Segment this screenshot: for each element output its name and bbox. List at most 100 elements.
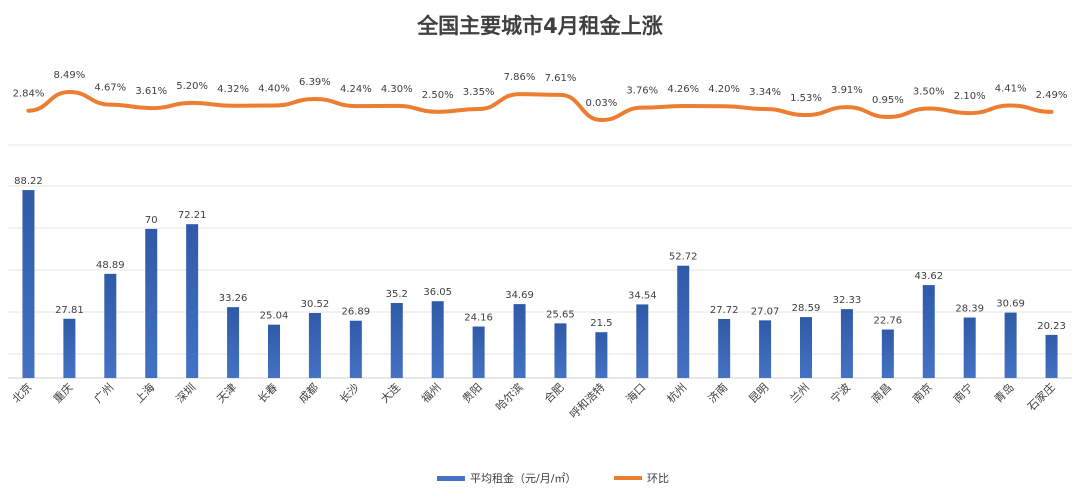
line-label-长春: 4.40%: [258, 84, 290, 95]
category-label-天津: 天津: [214, 381, 239, 406]
line-label-上海: 3.61%: [135, 86, 167, 97]
category-label-深圳: 深圳: [174, 381, 199, 406]
bar-label-大连: 35.2: [386, 289, 408, 300]
bar-label-南昌: 22.76: [874, 316, 903, 327]
bar-series: [22, 190, 1058, 378]
bar-label-济南: 27.72: [710, 305, 739, 316]
line-label-昆明: 3.34%: [749, 87, 781, 98]
legend-swatch-line: [614, 476, 642, 480]
line-label-青岛: 4.41%: [995, 84, 1027, 95]
legend-label-bar: 平均租金（元/月/㎡）: [470, 471, 576, 485]
category-axis-labels: 北京 重庆 广州 上海 深圳 天津 长春 成都 长沙 大连 福州 贵阳 哈尔滨 合肥 呼和浩特 海口 杭州 济南昆…: [9, 380, 1058, 421]
bar-label-福州: 36.05: [423, 287, 452, 298]
category-label-上海: 上海: [132, 380, 157, 405]
bar-label-杭州: 52.72: [669, 252, 698, 263]
bar-label-昆明: 27.07: [751, 306, 780, 317]
bar-label-哈尔滨: 34.69: [505, 290, 534, 301]
line-label-成都: 6.39%: [299, 77, 331, 88]
bar-深圳: [186, 224, 199, 378]
bar-天津: [227, 307, 240, 378]
bar-昆明: [759, 320, 772, 378]
bar-label-呼和浩特: 21.5: [590, 318, 612, 329]
line-label-南京: 3.50%: [913, 87, 945, 98]
bar-成都: [308, 312, 321, 378]
category-label-南宁: 南宁: [950, 380, 975, 405]
bar-label-海口: 34.54: [628, 290, 657, 301]
bar-label-深圳: 72.21: [178, 210, 207, 221]
line-label-广州: 4.67%: [94, 83, 126, 94]
category-label-长春: 长春: [255, 381, 280, 406]
line-label-贵阳: 3.35%: [463, 87, 495, 98]
line-path-huanbi: [26, 89, 1054, 123]
bar-label-北京: 88.22: [14, 176, 43, 187]
category-label-大连: 大连: [377, 380, 402, 405]
bar-label-长春: 25.04: [260, 311, 289, 322]
category-label-昆明: 昆明: [746, 381, 771, 406]
line-label-兰州: 1.53%: [790, 93, 822, 104]
bar-贵阳: [472, 326, 485, 378]
category-label-海口: 海口: [623, 380, 648, 405]
bar-南昌: [881, 329, 894, 378]
category-label-北京: 北京: [9, 380, 34, 405]
bar-长沙: [349, 320, 362, 378]
bar-label-成都: 30.52: [301, 299, 330, 310]
line-label-长沙: 4.24%: [340, 84, 372, 95]
bar-label-广州: 48.89: [96, 260, 125, 271]
line-label-深圳: 5.20%: [176, 81, 208, 92]
line-label-海口: 3.76%: [626, 86, 658, 97]
bar-label-宁波: 32.33: [833, 295, 862, 306]
category-label-石家庄: 石家庄: [1024, 380, 1057, 413]
bar-南宁: [963, 317, 976, 378]
line-label-北京: 2.84%: [13, 89, 45, 100]
bar-label-南宁: 28.39: [955, 304, 984, 315]
line-label-石家庄: 2.49%: [1036, 90, 1068, 101]
bar-济南: [718, 318, 731, 378]
line-label-福州: 2.50%: [422, 90, 454, 101]
line-label-宁波: 3.91%: [831, 85, 863, 96]
bar-长春: [268, 324, 280, 378]
bar-重庆: [63, 318, 76, 378]
bar-大连: [390, 303, 403, 378]
line-label-天津: 4.32%: [217, 84, 249, 95]
line-label-南昌: 0.95%: [872, 95, 904, 106]
category-label-成都: 成都: [296, 381, 321, 406]
line-data-labels: 2.84% 8.49% 4.67% 3.61% 5.20% 4.32% 4.40% 6.39%…: [13, 70, 1068, 109]
bar-label-上海: 70: [145, 215, 158, 226]
chart-title: 全国主要城市4月租金上涨: [416, 14, 663, 38]
bar-label-贵阳: 24.16: [464, 313, 493, 324]
line-label-哈尔滨: 7.86%: [504, 72, 536, 83]
bar-兰州: [800, 317, 812, 378]
line-label-合肥: 7.61%: [545, 73, 577, 84]
legend-swatch-bar: [437, 476, 465, 481]
bar-福州: [431, 301, 444, 378]
category-label-南昌: 南昌: [869, 381, 894, 406]
bar-label-合肥: 25.65: [546, 309, 575, 320]
line-label-济南: 4.20%: [708, 84, 740, 95]
category-label-长沙: 长沙: [337, 381, 362, 406]
bar-label-兰州: 28.59: [792, 303, 821, 314]
category-label-哈尔滨: 哈尔滨: [492, 380, 525, 413]
bar-data-labels: 88.22 27.81 48.89 70 72.21 33.26 25.04 30.52 26.…: [14, 176, 1066, 332]
bar-南京: [922, 285, 935, 378]
bar-杭州: [677, 265, 690, 378]
category-label-贵阳: 贵阳: [460, 381, 485, 406]
bar-label-南京: 43.62: [914, 271, 943, 282]
bar-上海: [145, 228, 158, 378]
bar-海口: [636, 304, 649, 378]
legend-label-line: 环比: [647, 472, 669, 485]
bar-宁波: [840, 309, 853, 378]
gridlines: [8, 144, 1072, 379]
category-label-济南: 济南: [705, 380, 730, 405]
bar-石家庄: [1045, 334, 1058, 378]
bar-label-天津: 33.26: [219, 293, 248, 304]
line-label-大连: 4.30%: [381, 84, 413, 95]
category-label-南京: 南京: [909, 380, 934, 405]
bar-label-长沙: 26.89: [342, 307, 371, 318]
category-label-杭州: 杭州: [664, 380, 689, 405]
bar-label-青岛: 30.69: [996, 299, 1025, 310]
line-label-重庆: 8.49%: [53, 70, 85, 81]
bar-青岛: [1004, 312, 1017, 378]
line-label-南宁: 2.10%: [954, 91, 986, 102]
line-label-杭州: 4.26%: [667, 84, 699, 95]
